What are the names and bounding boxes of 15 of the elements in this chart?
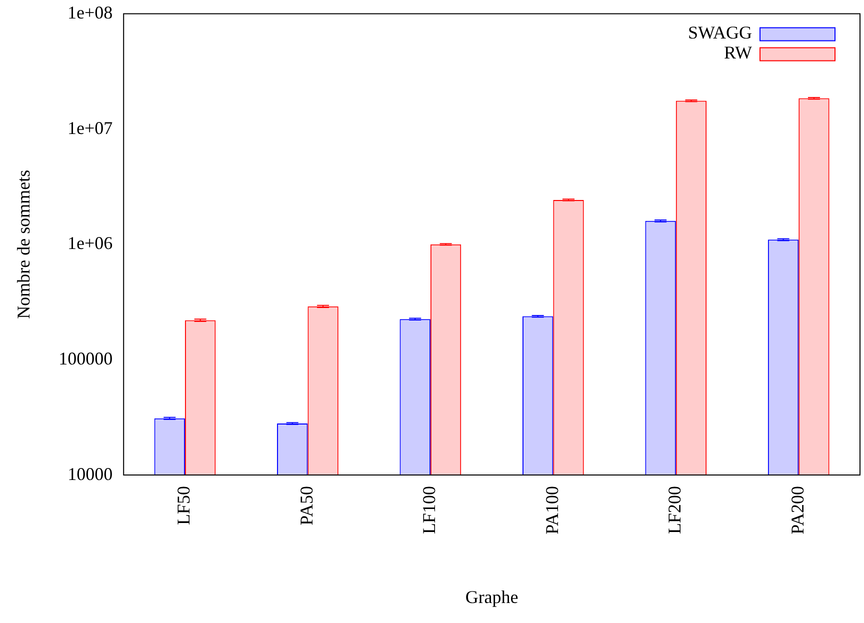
legend-label: SWAGG — [688, 22, 752, 43]
y-tick-label: 1e+06 — [67, 233, 113, 254]
x-tick-label: PA100 — [542, 486, 562, 534]
y-tick-label: 1e+08 — [67, 2, 113, 23]
y-tick-label: 100000 — [58, 348, 113, 368]
y-tick-label: 10000 — [68, 464, 113, 484]
x-tick-label: LF50 — [174, 486, 194, 526]
x-tick-label: LF100 — [419, 486, 440, 534]
x-tick-label: LF200 — [664, 486, 685, 534]
y-tick-label: 1e+07 — [67, 118, 113, 138]
x-axis-title: Graphe — [465, 586, 518, 607]
legend-label: RW — [724, 42, 752, 63]
x-tick-label: PA200 — [787, 486, 808, 534]
y-axis-title: Nombre de sommets — [14, 170, 34, 319]
x-tick-label: PA50 — [296, 486, 316, 526]
